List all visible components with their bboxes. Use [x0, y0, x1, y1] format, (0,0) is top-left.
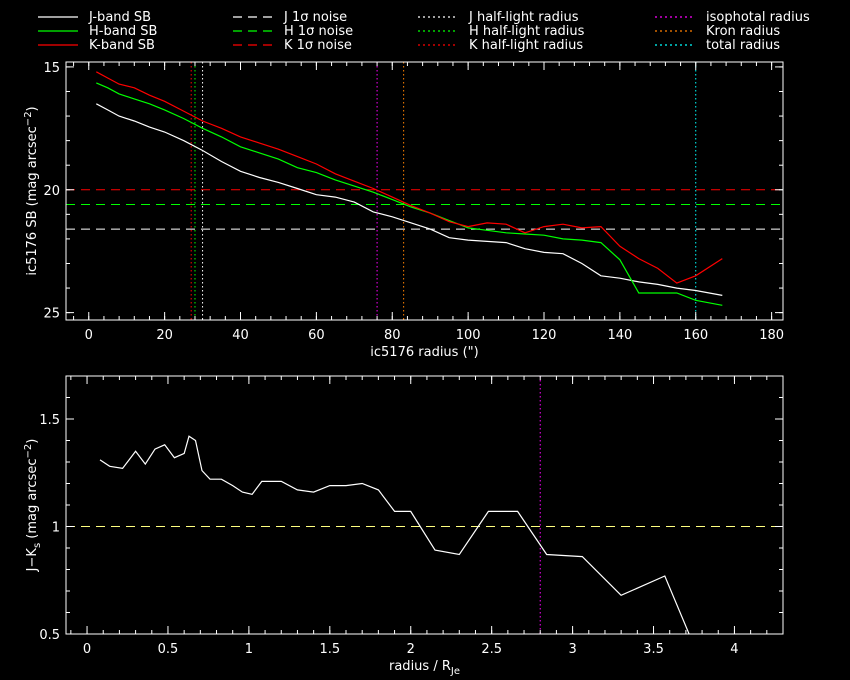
- y-tick-label: 1: [52, 521, 60, 536]
- y-tick-label: 1.5: [39, 413, 60, 428]
- y-tick-label: 0.5: [39, 628, 60, 643]
- y-tick-label: 15: [43, 61, 60, 76]
- x-tick-label: 2: [407, 642, 415, 657]
- color-profile-panel: 0 0.5 1 1.5 2 2.5 3 3.5 4 0.5 1 1.5 radius / RJe J−Ks…: [23, 375, 784, 677]
- y-axis-label-text: ): [25, 439, 40, 444]
- series-line: [96, 71, 723, 284]
- x-axis-label: ic5176 radius ("): [370, 345, 478, 360]
- legend-label: K-band SB: [89, 38, 155, 53]
- x-axis-label: radius / RJe: [389, 659, 460, 677]
- x-tick-label: 3.5: [643, 642, 664, 657]
- axes-frame: [65, 375, 784, 635]
- x-tick-label: 120: [532, 328, 557, 343]
- x-tick-label: 80: [384, 328, 401, 343]
- x-tick-label: 180: [759, 328, 784, 343]
- x-tick-label: 60: [308, 328, 325, 343]
- x-tick-label: 0: [85, 328, 93, 343]
- x-axis-label-text: ic5176 radius ("): [370, 345, 478, 360]
- y-axis-label-superscript: −2: [23, 444, 34, 459]
- y-axis-label-text: ): [25, 106, 40, 111]
- x-tick-label: 0: [83, 642, 91, 657]
- legend-label: J 1σ noise: [283, 10, 347, 25]
- x-tick-label: 100: [456, 328, 481, 343]
- y-tick-label: 20: [43, 184, 60, 199]
- x-tick-label: 2.5: [481, 642, 502, 657]
- x-tick-label: 160: [683, 328, 708, 343]
- y-axis-label-text: ic5176 SB (mag arcsec: [25, 126, 40, 275]
- y-tick-label: 25: [43, 307, 60, 322]
- legend-label: J half-light radius: [468, 10, 579, 25]
- y-axis-label-text: J−K: [25, 548, 40, 573]
- x-tick-label: 1: [245, 642, 253, 657]
- legend-label: J-band SB: [88, 10, 151, 25]
- y-axis-label: J−Ks (mag arcsec−2): [23, 439, 43, 573]
- x-tick-label: 1.5: [319, 642, 340, 657]
- x-axis-label-subscript: Je: [450, 666, 460, 677]
- surface-brightness-panel: 0 20 40 60 80 100 120 140 160 180 15 20 25 ic5176 rad…: [23, 61, 784, 360]
- x-tick-label: 20: [156, 328, 173, 343]
- x-tick-label: 4: [730, 642, 738, 657]
- legend-label: H half-light radius: [469, 24, 585, 39]
- legend-label: H 1σ noise: [284, 24, 353, 39]
- series-line: [96, 103, 723, 296]
- y-axis-label-superscript: −2: [23, 111, 34, 126]
- legend-label: K 1σ noise: [284, 38, 352, 53]
- x-tick-label: 40: [232, 328, 249, 343]
- x-tick-label: 3: [568, 642, 576, 657]
- x-axis-label-text: radius / R: [389, 659, 451, 674]
- legend-label: Kron radius: [706, 24, 780, 39]
- legend-label: H-band SB: [89, 24, 157, 39]
- y-axis-label-subscript: s: [32, 543, 43, 548]
- legend-label: K half-light radius: [469, 38, 583, 53]
- plot-area: [66, 62, 783, 320]
- x-tick-label: 0.5: [158, 642, 179, 657]
- plot-area: [66, 376, 783, 634]
- y-axis-label-text: (mag arcsec: [25, 459, 40, 543]
- legend-label: isophotal radius: [706, 10, 810, 25]
- axes-frame: [65, 61, 784, 321]
- y-axis-label: ic5176 SB (mag arcsec−2): [23, 106, 40, 275]
- legend-label: total radius: [706, 38, 780, 53]
- x-tick-label: 140: [607, 328, 632, 343]
- series-line: [96, 82, 723, 306]
- series-line: [99, 435, 690, 634]
